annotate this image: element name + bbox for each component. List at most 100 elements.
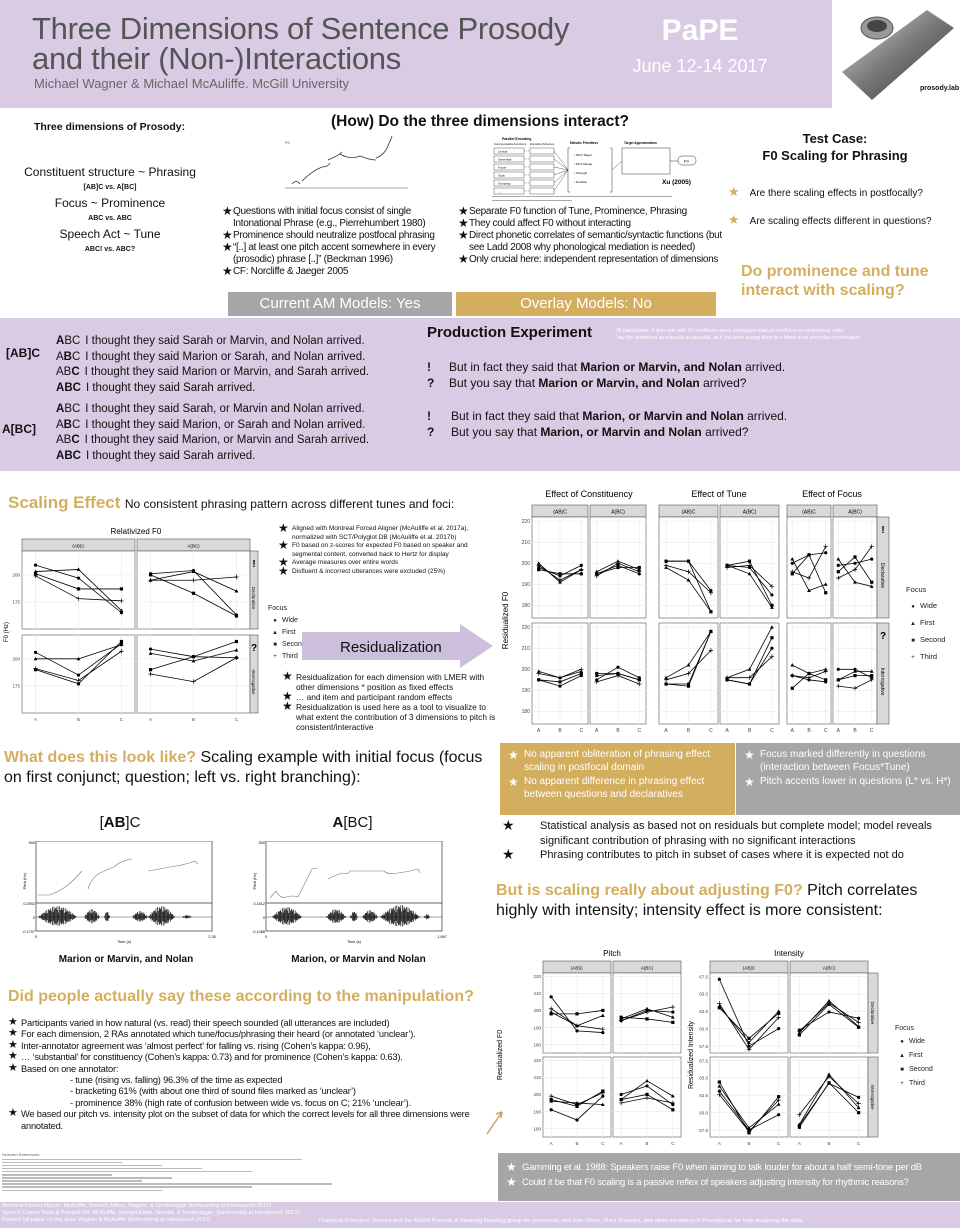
header-banner (0, 0, 832, 108)
facet-row-label: Interrogative (251, 669, 256, 695)
data-point (76, 656, 81, 661)
footer-band (0, 1202, 960, 1228)
dimension-example: ABC! vs. ABC? (84, 246, 136, 253)
data-point (594, 573, 599, 579)
facet-series-group (536, 667, 584, 688)
facet-label: A(BC) (187, 543, 200, 548)
data-point (601, 1008, 605, 1013)
facet-label: A(BC) (611, 509, 625, 515)
data-point (537, 678, 541, 682)
data-point (797, 1112, 802, 1117)
data-point (671, 1020, 675, 1024)
facet-series-group (148, 568, 239, 618)
sentence-text: I thought they said Sarah arrived. (85, 449, 256, 462)
data-point (645, 1006, 649, 1011)
facet-series-group (618, 1078, 676, 1112)
square-marker-icon: ■ (273, 642, 277, 648)
bullet-text: Residualization for each dimension with … (296, 672, 485, 692)
x-tick-label: B (807, 728, 811, 734)
data-point (579, 667, 584, 672)
data-point (717, 1001, 722, 1006)
data-point (616, 559, 620, 563)
finding-item: ★ Focus marked differently in questions (… (744, 749, 952, 774)
focus-legend: Focus ● Wide ▲ First ■ Second + Third (895, 1022, 933, 1091)
data-point (644, 1095, 650, 1101)
facet-series-group (594, 559, 642, 579)
bullet-text: Disfluent & incorrect utterances were ex… (292, 567, 446, 575)
bullet-item: ★ CF: Norcliffe & Jaeger 2005 (222, 265, 456, 278)
focus-letter: B (63, 418, 72, 431)
data-point (148, 647, 153, 651)
label-part: [BC] (343, 814, 373, 831)
pitch-chart: Pitch Residualized F0 (AB)C 180 190 200 210 220… (497, 949, 682, 1146)
response-text: But in fact they said that (449, 360, 581, 374)
square-marker-icon: ■ (911, 638, 915, 644)
data-point (770, 646, 774, 650)
circle-marker-icon: ● (911, 604, 915, 610)
data-point (797, 1033, 801, 1037)
y-tick-label: 62.5 (699, 1009, 708, 1014)
data-point (618, 1100, 624, 1106)
residualization-bullets: ★ Residualization for each dimension with… (282, 670, 496, 732)
data-point (119, 587, 124, 591)
finding-item: ★ No apparent difference in phrasing effe… (508, 776, 727, 801)
x-tick-label: A (718, 1141, 721, 1146)
data-point (191, 569, 196, 573)
data-point (769, 654, 775, 659)
data-point (870, 557, 874, 561)
bullet-text: Separate F0 function of Tune, Prominence… (469, 206, 687, 217)
sentence-text: I thought they said Sarah, or Marvin and… (85, 403, 365, 415)
facet-series-group (797, 998, 861, 1037)
data-point (747, 1044, 751, 1048)
y-tick-label: 200 (12, 657, 20, 662)
response-bold-text: Marion or Marvin, and Nolan (538, 376, 700, 390)
star-icon: ★ (458, 228, 469, 242)
production-heading: Production Experiment (427, 324, 593, 341)
data-point (686, 569, 691, 574)
svg-text:F0: F0 (285, 140, 290, 145)
data-point (747, 675, 752, 680)
reference-line (2, 1161, 122, 1164)
question-text: Are there scaling effects in postfocally… (749, 188, 923, 199)
annotation-text: Participants varied in how natural (vs. … (21, 1018, 390, 1028)
diagram-label: Lexical (498, 150, 508, 154)
data-point (869, 669, 874, 673)
reference-line (2, 1170, 252, 1173)
x-tick-label: A (595, 728, 599, 734)
data-point (790, 673, 795, 678)
data-point (777, 1011, 781, 1015)
facet-series-group (663, 559, 714, 614)
y-tick-label: 60.0 (699, 1026, 708, 1031)
focus-letters: ABC (56, 382, 81, 394)
axis-label: 0 (33, 916, 35, 920)
data-point (619, 1015, 623, 1019)
y-tick-label: 190 (533, 1025, 541, 1030)
legend-label: Third (282, 653, 298, 660)
x-tick-label: B (192, 717, 195, 722)
production-response: ! But in fact they said that Marion or Ma… (427, 359, 947, 375)
legend-item: ● Wide (895, 1035, 933, 1049)
data-point (807, 553, 811, 557)
data-point (76, 587, 81, 591)
facet-row-strip (249, 550, 259, 630)
data-point (823, 667, 828, 671)
data-point (827, 1072, 831, 1076)
facet-series-group (717, 977, 781, 1052)
data-point (595, 671, 599, 676)
gold-question: Do prominence and tune interact with sca… (741, 263, 929, 299)
speech-act-mark: ? (251, 643, 257, 654)
title-line: and their (Non-)Interactions (32, 41, 401, 76)
star-icon: ★ (8, 1061, 18, 1074)
dimension-label: Focus ~ Prominence (54, 196, 166, 210)
production-response: ! But in fact they said that Marion, or M… (427, 408, 947, 424)
references-heading: Selected References: (2, 1152, 41, 1157)
data-point (637, 678, 641, 682)
data-point (776, 1102, 781, 1106)
diagram-label: Xu (2005) (662, 179, 691, 186)
bullet-item: ★… and item and participant random effec… (282, 690, 496, 702)
data-point (777, 1027, 781, 1031)
data-point (836, 667, 840, 671)
data-point (746, 1129, 752, 1134)
data-point (747, 682, 752, 686)
finding-text: Pitch accents lower in questions (L* vs.… (760, 776, 951, 787)
